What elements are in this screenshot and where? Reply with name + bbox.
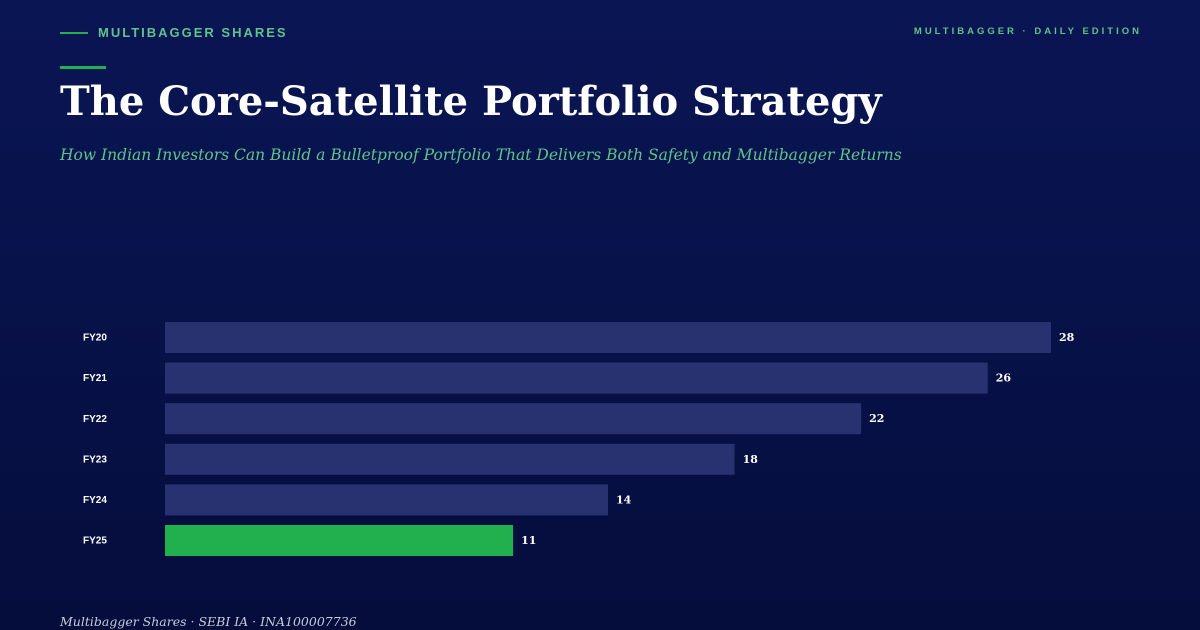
value-label-fy24: 14 [616,493,632,506]
value-label-fy25: 11 [521,534,536,547]
edition-label: MULTIBAGGER · DAILY EDITION [913,26,1142,37]
category-label-fy23: FY23 [83,454,107,465]
brand: MULTIBAGGER SHARES [60,25,288,40]
value-label-fy23: 18 [743,453,759,466]
title-accent-rule [60,66,106,69]
value-label-fy20: 28 [1059,331,1075,344]
bar-fy22 [165,403,862,435]
footer-credit: Multibagger Shares · SEBI IA · INA100007… [60,614,357,629]
value-label-fy22: 22 [869,412,884,425]
bar-fy21 [165,362,988,394]
value-label-fy21: 26 [996,372,1012,385]
bar-fy24 [165,484,608,516]
category-label-fy24: FY24 [83,495,107,506]
category-label-fy20: FY20 [83,333,107,344]
page-title: The Core-Satellite Portfolio Strategy [60,78,882,125]
brand-name: MULTIBAGGER SHARES [98,25,288,40]
category-label-fy22: FY22 [83,414,107,425]
bar-fy20 [165,322,1051,353]
bar-fy25 [165,525,514,556]
bar-fy23 [165,443,735,475]
page-subtitle: How Indian Investors Can Build a Bulletp… [60,146,902,164]
category-label-fy21: FY21 [83,373,107,384]
category-label-fy25: FY25 [83,536,107,547]
brand-accent-line [60,31,88,34]
